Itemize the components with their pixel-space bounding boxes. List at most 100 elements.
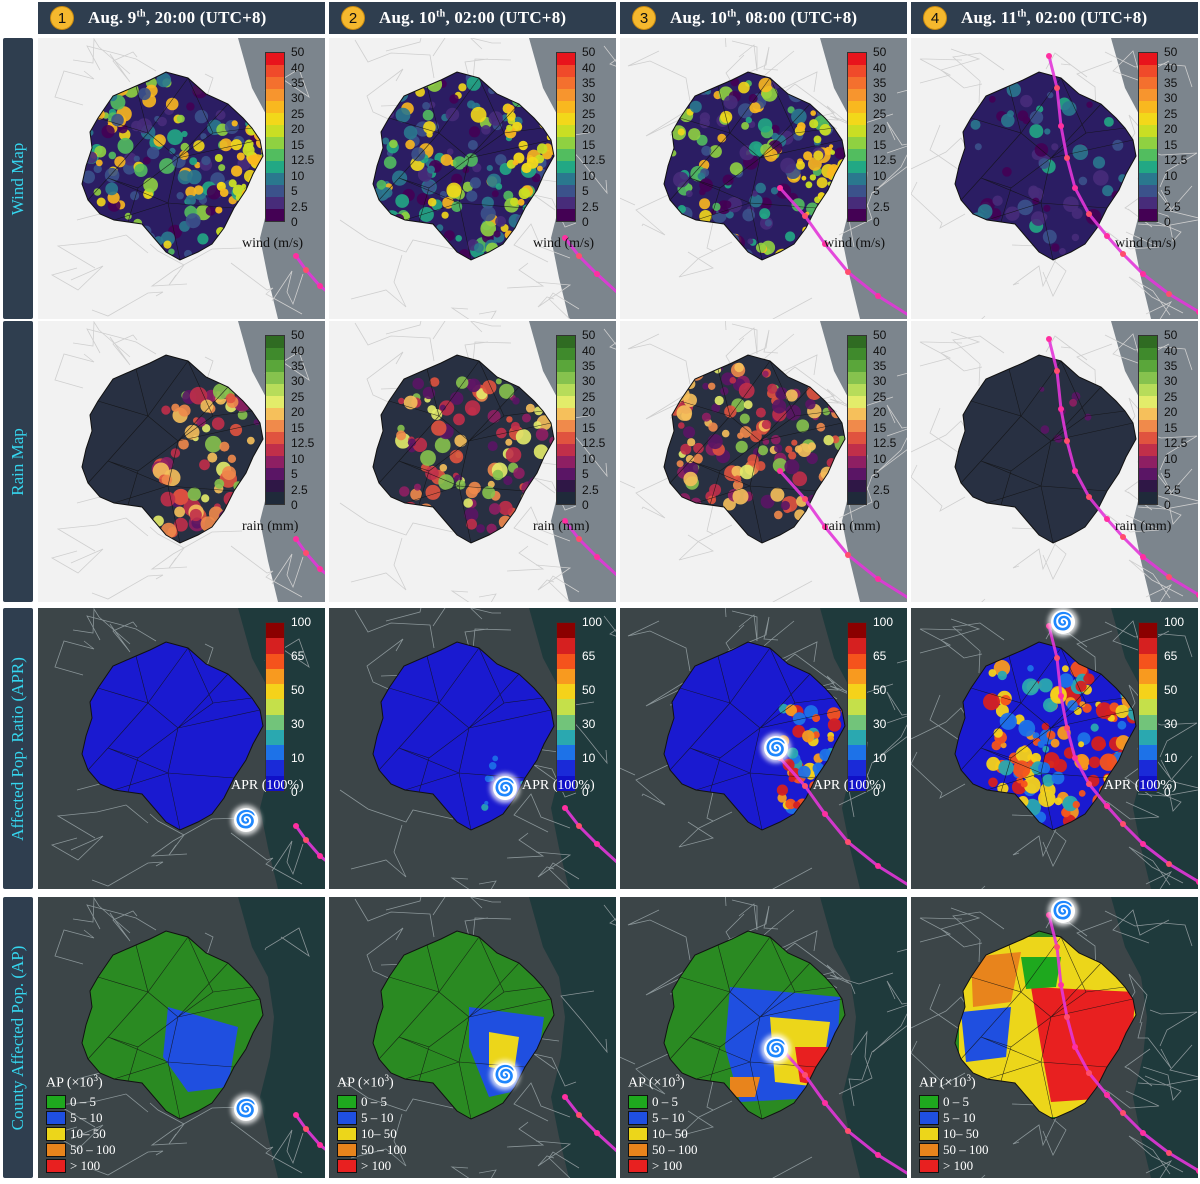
- legend-swatch: [337, 1142, 357, 1157]
- colorbar-tick-label: 100: [873, 615, 894, 629]
- colorbar-tick-label: 40: [873, 60, 887, 75]
- colorbar-tick-label: 5: [291, 184, 298, 199]
- typhoon-icon: 🌀: [493, 1063, 517, 1087]
- legend-item-label: 10– 50: [652, 1125, 688, 1141]
- row-label-text: Affected Pop. Ratio (APR): [8, 656, 27, 841]
- timestamp-label: Aug. 10th, 02:00 (UTC+8): [379, 8, 567, 27]
- colorbar-tick-label: 5: [873, 184, 880, 199]
- legend-swatch: [628, 1142, 648, 1157]
- legend-item-label: 0 – 5: [70, 1093, 96, 1109]
- step-number-badge: 3: [632, 6, 656, 30]
- colorbar-tick-label: 50: [291, 683, 305, 697]
- colorbar-tick-label: 12.5: [291, 436, 315, 451]
- ap-legend-item: 5 – 10: [337, 1110, 407, 1126]
- colorbar-tick-label: 50: [291, 328, 305, 342]
- wind-map-panel-3: 50 40 35 30 25 20 15 12.5 10 5 2.5 0 wind (m/s): [620, 38, 907, 319]
- colorbar-tick-label: 12.5: [873, 153, 897, 168]
- legend-swatch: [46, 1158, 66, 1173]
- legend-item-label: 50 – 100: [943, 1141, 989, 1157]
- ap-legend-item: 50 – 100: [628, 1142, 698, 1158]
- legend-item-label: 10– 50: [943, 1125, 979, 1141]
- row-label-apr: Affected Pop. Ratio (APR): [3, 608, 33, 889]
- colorbar-tick-label: 40: [873, 343, 887, 358]
- ap-legend-item: 0 – 5: [628, 1094, 698, 1110]
- colorbar-gradient: [265, 622, 285, 792]
- ap-legend-item: > 100: [628, 1158, 698, 1174]
- colorbar-unit-label: rain (mm): [824, 519, 881, 534]
- typhoon-icon: 🌀: [764, 1037, 788, 1061]
- colorbar-tick-label: 0: [291, 498, 298, 512]
- typhoon-icon: 🌀: [234, 808, 258, 832]
- wind-map-panel-4: 50 40 35 30 25 20 15 12.5 10 5 2.5 0 wind (m/s): [911, 38, 1198, 319]
- colorbar-tick-label: 15: [1164, 137, 1178, 152]
- row-label-rain: Rain Map: [3, 321, 33, 602]
- legend-swatch: [337, 1094, 357, 1109]
- colorbar-tick-label: 25: [291, 389, 305, 404]
- legend-swatch: [337, 1110, 357, 1125]
- colorbar-tick-label: 65: [873, 649, 887, 663]
- colorbar-tick-label: 0: [873, 215, 880, 229]
- colorbar-unit-label: APR (100%): [522, 778, 595, 793]
- colorbar-unit-label: APR (100%): [813, 778, 886, 793]
- row-label-text: County Affected Pop. (AP): [8, 945, 27, 1130]
- legend-item-label: 50 – 100: [652, 1141, 698, 1157]
- colorbar-tick-label: 100: [291, 615, 312, 629]
- colorbar-tick-label: 30: [1164, 91, 1178, 106]
- colorbar-tick-label: 50: [582, 45, 596, 59]
- colorbar-tick-label: 2.5: [582, 199, 599, 214]
- colorbar-unit-label: rain (mm): [242, 519, 299, 534]
- step-number-badge: 1: [50, 6, 74, 30]
- typhoon-icon: 🌀: [234, 1097, 258, 1121]
- colorbar-tick-label: 10: [873, 751, 887, 765]
- colorbar-tick-label: 15: [291, 137, 305, 152]
- colorbar-tick-label: 10: [582, 751, 596, 765]
- colorbar-tick-label: 10: [582, 168, 596, 183]
- colorbar-tick-label: 65: [582, 649, 596, 663]
- colorbar-tick-label: 25: [291, 106, 305, 121]
- legend-swatch: [628, 1158, 648, 1173]
- colorbar-unit-label: wind (m/s): [824, 236, 886, 251]
- colorbar-tick-label: 20: [873, 122, 887, 137]
- colorbar-tick-label: 2.5: [582, 482, 599, 497]
- legend-item-label: 5 – 10: [652, 1109, 685, 1125]
- colorbar-tick-label: 15: [1164, 420, 1178, 435]
- column-header-2: 2 Aug. 10th, 02:00 (UTC+8): [329, 2, 616, 34]
- colorbar-tick-label: 5: [1164, 467, 1171, 482]
- row-label-ap: County Affected Pop. (AP): [3, 897, 33, 1178]
- typhoon-icon: 🌀: [493, 776, 517, 800]
- colorbar-tick-label: 30: [1164, 374, 1178, 389]
- legend-item-label: 0 – 5: [943, 1093, 969, 1109]
- ap-legend-item: 0 – 5: [46, 1094, 116, 1110]
- colorbar-tick-label: 15: [582, 420, 596, 435]
- colorbar-tick-label: 50: [582, 328, 596, 342]
- colorbar-tick-label: 35: [582, 358, 596, 373]
- colorbar-tick-label: 0: [1164, 785, 1171, 799]
- colorbar-tick-label: 30: [582, 717, 596, 731]
- colorbar-tick-label: 20: [582, 405, 596, 420]
- legend-swatch: [919, 1110, 939, 1125]
- timestamp-label: Aug. 10th, 08:00 (UTC+8): [670, 8, 858, 27]
- colorbar-tick-label: 50: [1164, 45, 1178, 59]
- colorbar-tick-label: 50: [873, 683, 887, 697]
- ap-legend-item: 10– 50: [919, 1126, 989, 1142]
- legend-swatch: [46, 1094, 66, 1109]
- colorbar-tick-label: 2.5: [1164, 199, 1181, 214]
- colorbar-tick-label: 35: [1164, 75, 1178, 90]
- colorbar-tick-label: 10: [291, 751, 305, 765]
- colorbar-tick-label: 15: [873, 420, 887, 435]
- legend-swatch: [46, 1126, 66, 1141]
- colorbar-tick-label: 40: [291, 60, 305, 75]
- colorbar-tick-label: 5: [1164, 184, 1171, 199]
- colorbar-tick-label: 10: [873, 168, 887, 183]
- legend-swatch: [919, 1094, 939, 1109]
- colorbar-tick-label: 12.5: [1164, 436, 1188, 451]
- colorbar-gradient: [847, 622, 867, 792]
- legend-swatch: [628, 1094, 648, 1109]
- ap-legend-title: AP (×103): [628, 1073, 685, 1091]
- colorbar-tick-label: 0: [873, 498, 880, 512]
